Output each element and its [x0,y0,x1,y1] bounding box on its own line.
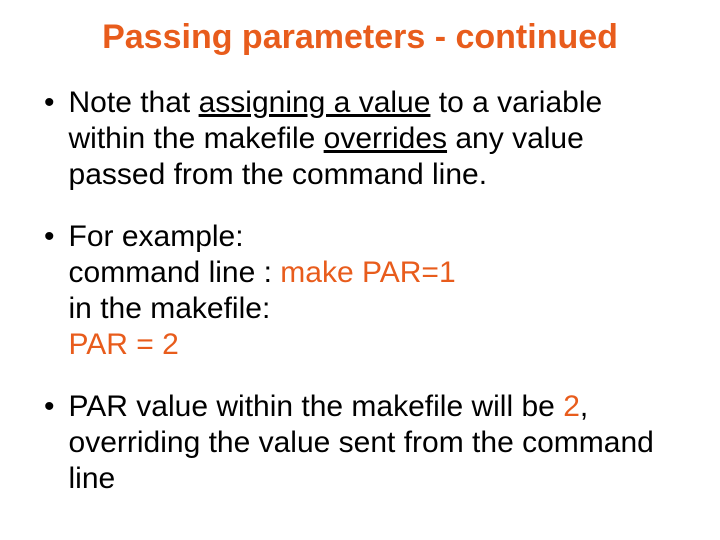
text-segment: PAR value within the makefile will be [69,390,564,423]
slide-title: Passing parameters - continued [40,18,680,57]
bullet-marker: • [44,219,55,255]
bullet-content-2: PAR value within the makefile will be 2,… [69,389,680,497]
text-line: command line : make PAR=1 [69,255,456,291]
bullet-item: • Note that assigning a value to a varia… [40,85,680,193]
bullet-item: • PAR value within the makefile will be … [40,389,680,497]
text-segment: in the makefile: [69,292,271,325]
text-line: PAR = 2 [69,327,456,363]
text-segment: make PAR=1 [280,256,455,289]
text-segment: PAR = 2 [69,328,179,361]
text-line: For example: [69,219,456,255]
text-segment: Note that [69,86,199,119]
text-segment: 2 [563,390,580,423]
bullet-marker: • [44,389,55,425]
text-segment: For example: [69,220,244,253]
bullet-marker: • [44,85,55,121]
text-line: in the makefile: [69,291,456,327]
text-segment: assigning a value [199,86,431,119]
text-segment: command line : [69,256,281,289]
bullet-content-1: For example:command line : make PAR=1in … [69,219,456,363]
text-segment: overrides [324,122,447,155]
bullet-item: • For example:command line : make PAR=1i… [40,219,680,363]
bullet-content-0: Note that assigning a value to a variabl… [69,85,680,193]
